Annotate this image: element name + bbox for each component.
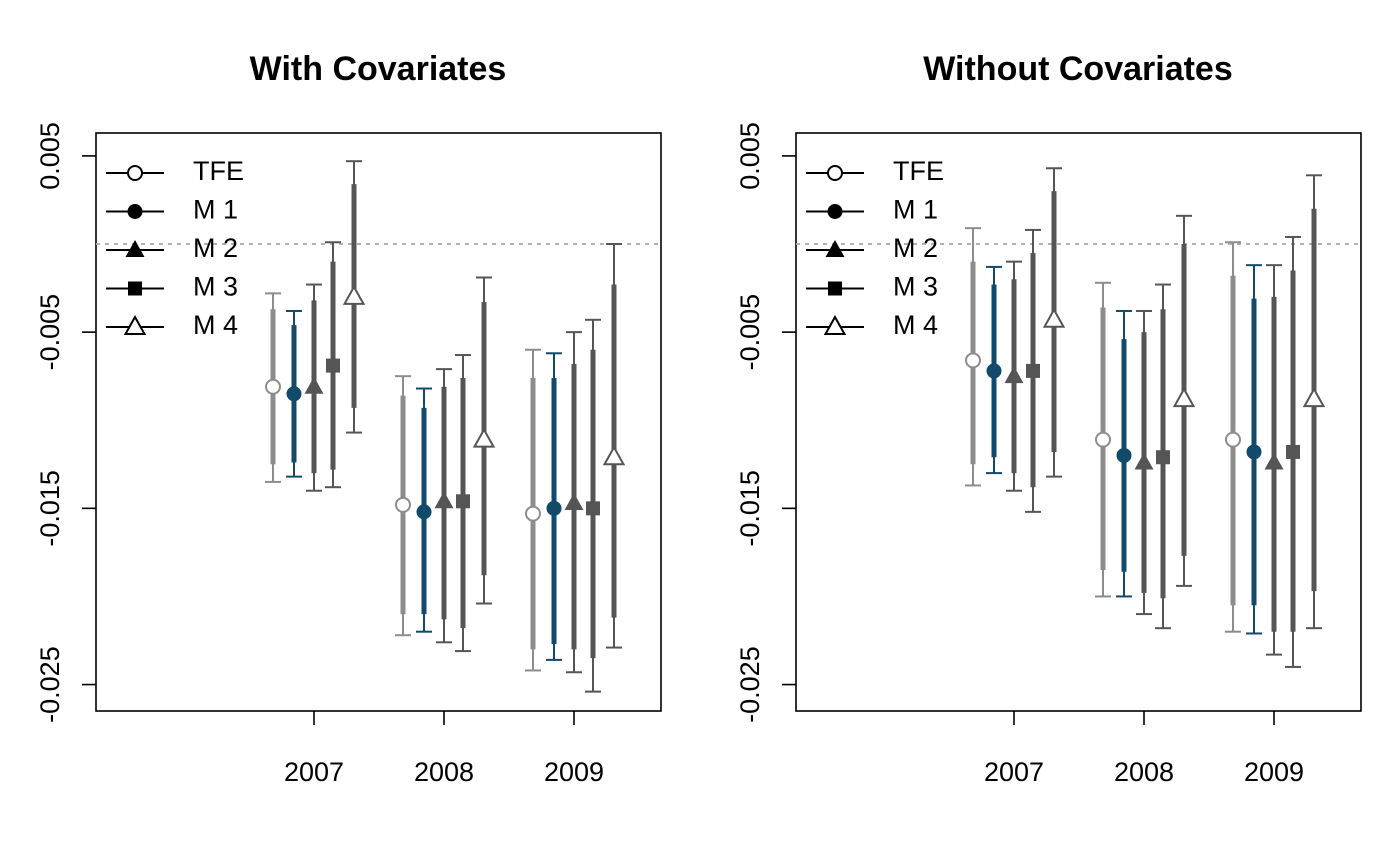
x-tick-label: 2007: [984, 757, 1044, 787]
data-point: [1095, 431, 1111, 448]
data-point: [965, 352, 981, 369]
legend-label: M 4: [893, 310, 938, 340]
data-point: [1246, 444, 1262, 460]
plot-frame: [795, 132, 1362, 712]
series-m-1: [286, 309, 562, 661]
series-m-3: [325, 241, 601, 693]
legend: TFE M 1 M 2 M 3 M 4: [106, 156, 244, 340]
data-point: [586, 501, 600, 516]
series-m-2: [304, 283, 584, 674]
data-point: [1264, 452, 1284, 470]
data-point: [1172, 387, 1196, 408]
series-m-4: [1042, 167, 1326, 630]
data-point: [395, 496, 411, 513]
series-m-4: [342, 160, 626, 649]
data-point: [1156, 450, 1170, 465]
y-tick-label: -0.005: [35, 294, 65, 371]
chart-panel-2: Without Covariates -0.025 -0.015 -0.005 0.00…: [735, 50, 1362, 787]
legend-label: M 1: [193, 195, 238, 225]
x-tick-label: 2007: [284, 757, 344, 787]
y-tick-label: -0.025: [735, 646, 765, 723]
data-point: [564, 493, 584, 511]
chart-title: Without Covariates: [923, 50, 1233, 88]
legend-label: M 4: [193, 310, 238, 340]
data-point: [304, 376, 324, 394]
legend-marker: [128, 281, 142, 296]
y-tick-label: -0.025: [35, 646, 65, 723]
series-tfe: [965, 227, 1241, 633]
series-m-1: [986, 264, 1262, 635]
legend-label: M 2: [193, 233, 238, 263]
data-point: [326, 358, 340, 373]
legend-marker: [827, 165, 843, 181]
legend-label: M 3: [893, 272, 938, 302]
legend-label: TFE: [193, 156, 244, 186]
chart-title: With Covariates: [250, 50, 507, 88]
legend-label: TFE: [893, 156, 944, 186]
chart-panel-1: With Covariates -0.025 -0.015 -0.005 0.005 20…: [35, 50, 662, 787]
legend-marker: [127, 165, 143, 181]
data-point: [416, 504, 432, 520]
x-tick-label: 2009: [544, 757, 604, 787]
data-point: [342, 284, 366, 305]
y-tick-label: -0.015: [735, 470, 765, 547]
data-point: [525, 505, 541, 522]
legend-marker: [127, 204, 143, 219]
plot-frame: [95, 132, 662, 712]
legend-marker: [123, 314, 147, 335]
series-m-3: [1025, 228, 1301, 668]
legend-marker: [823, 314, 847, 335]
legend-marker: [825, 240, 845, 257]
y-tick-label: 0.005: [735, 122, 765, 190]
series-m-2: [1004, 260, 1284, 656]
x-tick-label: 2008: [1114, 757, 1174, 787]
x-tick-label: 2009: [1244, 757, 1304, 787]
data-point: [456, 494, 470, 509]
data-point: [1134, 452, 1154, 470]
legend-marker: [125, 240, 145, 257]
y-tick-label: -0.005: [735, 294, 765, 371]
y-tick-label: -0.015: [35, 470, 65, 547]
legend-label: M 2: [893, 233, 938, 263]
data-point: [602, 445, 626, 466]
data-point: [1302, 387, 1326, 408]
x-tick-label: 2008: [414, 757, 474, 787]
data-point: [986, 363, 1002, 379]
data-point: [1225, 431, 1241, 448]
legend-label: M 3: [193, 272, 238, 302]
y-tick-label: 0.005: [35, 122, 65, 190]
legend-marker: [827, 204, 843, 219]
data-point: [1004, 366, 1024, 384]
data-point: [1042, 307, 1066, 328]
data-point: [472, 427, 496, 448]
series-tfe: [265, 292, 541, 672]
legend: TFE M 1 M 2 M 3 M 4: [806, 156, 944, 340]
data-point: [1026, 363, 1040, 378]
data-point: [286, 386, 302, 402]
data-point: [1286, 444, 1300, 459]
data-point: [434, 491, 454, 509]
data-point: [546, 500, 562, 516]
data-point: [265, 378, 281, 395]
data-point: [1116, 447, 1132, 463]
legend-label: M 1: [893, 195, 938, 225]
legend-marker: [828, 281, 842, 296]
